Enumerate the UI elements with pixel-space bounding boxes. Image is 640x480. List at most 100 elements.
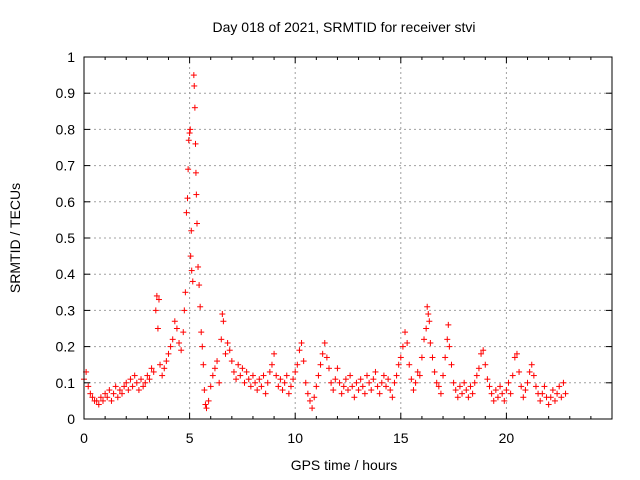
- data-point: [237, 372, 244, 379]
- data-point: [399, 343, 406, 350]
- data-point: [108, 397, 115, 404]
- data-point: [207, 383, 214, 390]
- data-point: [410, 387, 417, 394]
- data-point: [334, 365, 341, 372]
- data-point: [266, 368, 273, 375]
- data-point: [359, 383, 366, 390]
- data-point: [298, 339, 305, 346]
- data-point: [551, 397, 558, 404]
- data-point: [247, 383, 254, 390]
- data-point: [383, 383, 390, 390]
- data-point: [254, 387, 261, 394]
- data-point: [296, 347, 303, 354]
- data-point: [157, 361, 164, 368]
- data-point: [191, 82, 198, 89]
- data-point: [233, 376, 240, 383]
- data-point: [505, 379, 512, 386]
- data-point: [154, 325, 161, 332]
- data-point: [220, 318, 227, 325]
- data-point: [283, 372, 290, 379]
- data-point: [488, 390, 495, 397]
- data-point: [424, 303, 431, 310]
- data-point: [85, 383, 92, 390]
- y-tick-label: 1: [67, 49, 75, 65]
- data-point: [450, 379, 457, 386]
- data-point: [140, 383, 147, 390]
- y-tick-label: 0.5: [56, 230, 76, 246]
- data-point: [93, 397, 100, 404]
- data-point: [245, 376, 252, 383]
- data-point: [532, 383, 539, 390]
- data-point: [219, 311, 226, 318]
- data-point: [558, 394, 565, 401]
- data-point: [152, 307, 159, 314]
- data-point: [119, 390, 126, 397]
- data-point: [342, 376, 349, 383]
- data-point: [366, 379, 373, 386]
- data-point: [461, 379, 468, 386]
- data-point: [161, 365, 168, 372]
- data-point: [338, 390, 345, 397]
- data-point: [114, 394, 121, 401]
- data-point: [444, 336, 451, 343]
- data-point: [353, 379, 360, 386]
- data-point: [454, 394, 461, 401]
- data-point: [499, 390, 506, 397]
- data-point: [197, 303, 204, 310]
- data-point: [554, 390, 561, 397]
- data-point: [150, 368, 157, 375]
- data-point: [539, 390, 546, 397]
- data-point: [198, 329, 205, 336]
- data-point: [171, 318, 178, 325]
- data-point: [273, 372, 280, 379]
- data-point: [169, 336, 176, 343]
- data-point: [391, 379, 398, 386]
- data-point: [361, 390, 368, 397]
- data-point: [389, 394, 396, 401]
- data-point: [309, 405, 316, 412]
- data-point: [560, 379, 567, 386]
- data-point: [509, 372, 516, 379]
- data-point: [459, 390, 466, 397]
- data-point: [228, 358, 235, 365]
- data-point: [503, 387, 510, 394]
- data-point: [482, 361, 489, 368]
- data-point: [332, 376, 339, 383]
- data-point: [351, 394, 358, 401]
- y-axis-label: SRMTID / TECUs: [7, 183, 23, 293]
- y-tick-label: 0.8: [56, 121, 76, 137]
- data-point: [188, 267, 195, 274]
- data-point: [421, 336, 428, 343]
- data-point: [465, 394, 472, 401]
- data-point: [182, 289, 189, 296]
- data-point: [516, 368, 523, 375]
- data-point: [425, 311, 432, 318]
- data-point: [199, 343, 206, 350]
- data-point: [446, 343, 453, 350]
- data-point: [214, 358, 221, 365]
- data-point: [387, 387, 394, 394]
- y-tick-label: 0.6: [56, 194, 76, 210]
- data-point: [304, 390, 311, 397]
- data-point: [163, 358, 170, 365]
- data-point: [340, 383, 347, 390]
- data-point: [374, 383, 381, 390]
- data-point: [100, 397, 107, 404]
- data-point: [258, 383, 265, 390]
- data-point: [252, 379, 259, 386]
- data-point: [541, 383, 548, 390]
- data-point: [406, 361, 413, 368]
- data-point: [144, 372, 151, 379]
- data-point: [202, 401, 209, 408]
- data-point: [184, 195, 191, 202]
- data-point: [545, 401, 552, 408]
- data-point: [165, 350, 172, 357]
- data-point: [173, 325, 180, 332]
- data-point: [138, 376, 145, 383]
- data-point: [378, 379, 385, 386]
- data-point: [226, 347, 233, 354]
- data-point: [328, 379, 335, 386]
- data-point: [189, 278, 196, 285]
- data-point: [456, 383, 463, 390]
- data-point: [106, 387, 113, 394]
